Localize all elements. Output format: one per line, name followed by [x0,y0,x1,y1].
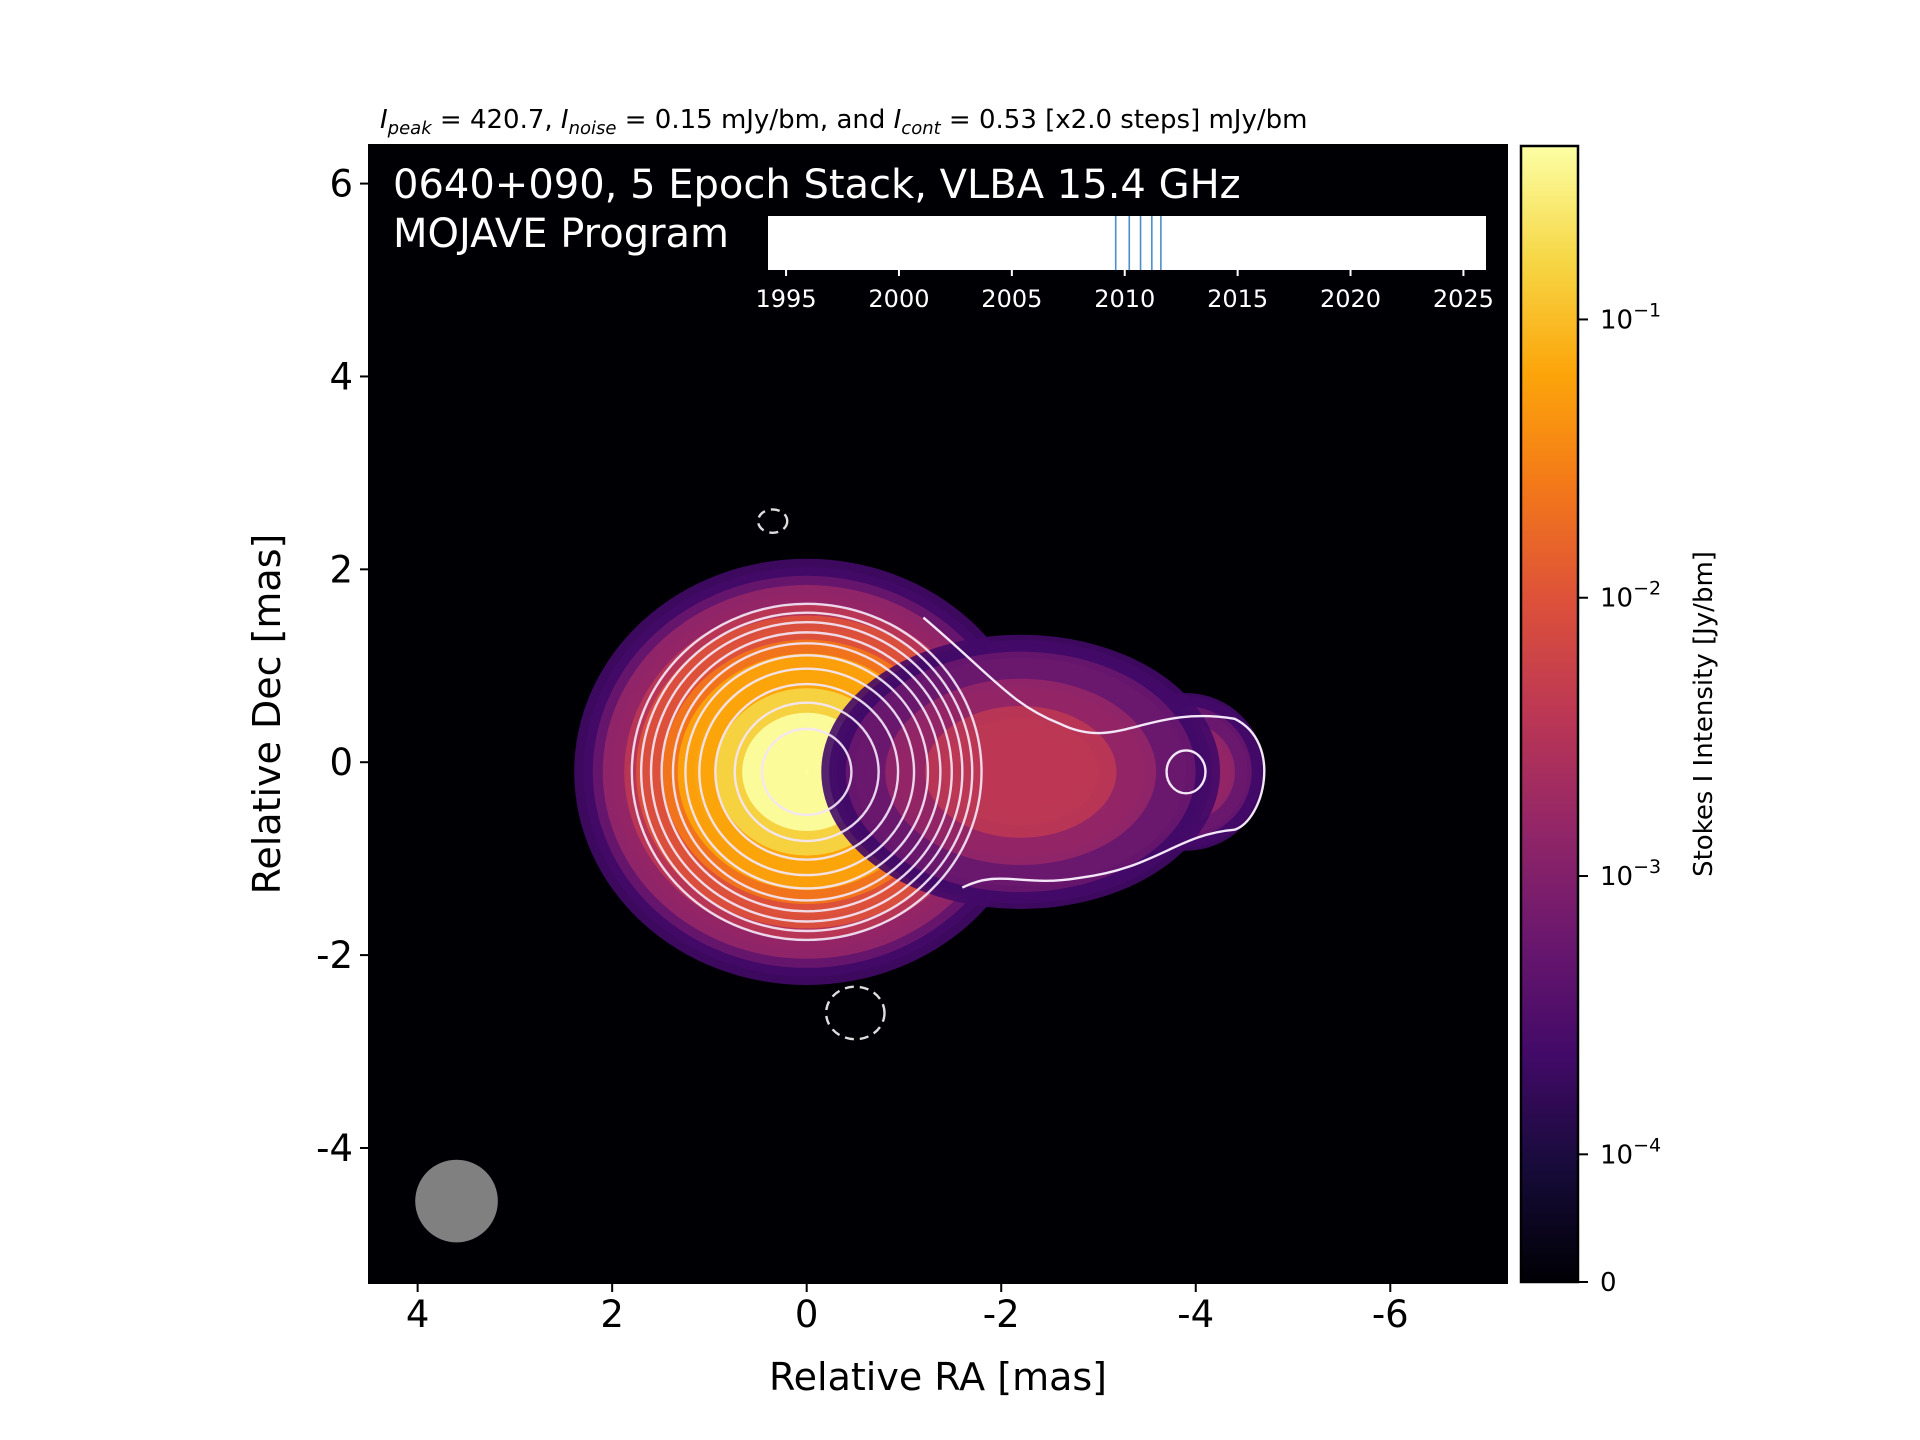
colorbar-tick-label: 10−3 [1600,856,1661,892]
colorbar-frame [1519,144,1580,1284]
x-axis-label: Relative RA [mas] [769,1355,1107,1399]
x-tick-label: -6 [1372,1293,1409,1336]
contour-level-8 [733,701,880,843]
contour-level-0 [630,602,983,942]
colorbar-tick-label: 10−4 [1600,1134,1661,1170]
x-tick-label: 0 [795,1293,819,1336]
contour-jet-knot [1165,749,1207,795]
contour-level-4 [671,642,942,902]
panel-title-line1: 0640+090, 5 Epoch Stack, VLBA 15.4 GHz [393,162,1241,208]
image-frame [368,144,1508,1284]
cont-value: = 0.53 [x2.0 steps] mJy/bm [941,105,1308,135]
negative-contour-1 [824,985,886,1041]
negative-contour-0 [756,508,789,534]
colorbar-fill [1521,146,1578,1282]
cont-subscript: cont [901,118,941,139]
cont-symbol: I [894,105,902,135]
y-tick-label: -4 [316,1127,353,1170]
timeline-tick-label: 2025 [1433,285,1494,313]
beam-ellipse [415,1159,498,1243]
timeline-tick-label: 2015 [1207,285,1268,313]
noise-subscript: noise [569,118,617,139]
timeline-tick-label: 2010 [1094,285,1155,313]
y-axis-label: Relative Dec [mas] [245,534,289,895]
image-panel: 0640+090, 5 Epoch Stack, VLBA 15.4 GHz M… [368,144,1508,1284]
contour-level-3 [660,631,953,913]
y-tick-label: -2 [316,934,353,977]
x-tick-label: -2 [983,1293,1020,1336]
peak-subscript: peak [387,118,434,139]
x-tick-label: -4 [1177,1293,1214,1336]
contour-level-6 [698,667,916,877]
colorbar: 0 10−4 10−3 10−2 10−1 Stokes I Intensity [Jy… [1519,144,1719,1298]
peak-value: = 420.7, [432,105,561,135]
colorbar-label: Stokes I Intensity [Jy/bm] [1689,551,1719,877]
peak-symbol: I [380,105,388,135]
emission-level-core [804,769,809,774]
y-tick-label: 2 [329,548,353,591]
contour-level-2 [649,621,964,923]
y-axis: -4 -2 0 2 4 6 [316,163,369,1170]
noise-symbol: I [561,105,569,135]
colorbar-ticks: 0 10−4 10−3 10−2 10−1 [1578,299,1661,1298]
contour-jet-outline [922,616,1266,889]
timeline-tick-label: 2020 [1320,285,1381,313]
y-tick-label: 0 [329,741,353,784]
colorbar-tick-label: 10−1 [1600,299,1661,335]
beam [415,1159,498,1243]
epoch-timeline: 1995 2000 2005 2010 2015 2020 2025 [756,216,1494,313]
y-tick-label: 4 [329,355,353,398]
x-tick-label: 4 [406,1293,430,1336]
contour-level-5 [684,654,930,890]
contours [630,508,1266,1041]
colorbar-tick-label: 0 [1600,1268,1617,1298]
noise-value: = 0.15 mJy/bm, and [616,105,893,135]
timeline-box [768,216,1486,270]
y-tick-label: 6 [329,163,353,206]
colorbar-tick-label: 10−2 [1600,578,1661,614]
emission-level-jet_bridge [1018,769,1023,774]
contour-level-9 [760,727,853,817]
stats-line: Ipeak = 420.7, Inoise = 0.15 mJy/bm, and… [380,105,1307,139]
contour-level-1 [639,611,974,933]
timeline-tick-label: 1995 [756,285,817,313]
timeline-tick-label: 2000 [868,285,929,313]
panel-title-line2: MOJAVE Program [393,211,729,257]
x-tick-label: 2 [600,1293,624,1336]
x-axis: 4 2 0 -2 -4 -6 [406,1283,1409,1336]
contour-level-7 [714,682,900,861]
timeline-tick-label: 2005 [981,285,1042,313]
